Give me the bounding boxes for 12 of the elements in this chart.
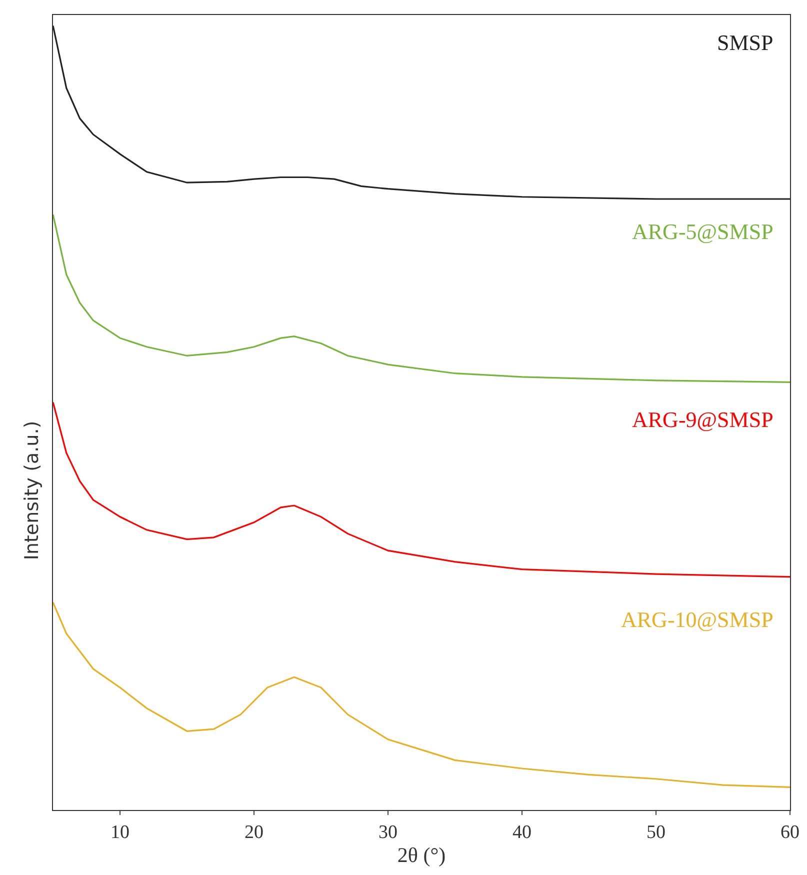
x-tick-label: 40: [512, 822, 532, 843]
x-tick-label: 20: [244, 822, 264, 843]
text: ARG-9@SMSP: [632, 407, 774, 432]
x-tick-label: 30: [378, 822, 398, 843]
text: SMSP: [717, 30, 774, 55]
x-tick-label: 60: [780, 822, 800, 843]
x-tick-label: 10: [110, 822, 130, 843]
text: ARG-10@SMSP: [621, 607, 774, 632]
y-axis-title: Intensity (a.u.): [20, 420, 43, 560]
x-tick-label: 50: [646, 822, 666, 843]
x-axis-title: 2θ (°): [397, 842, 446, 867]
text: ARG-5@SMSP: [632, 219, 774, 244]
